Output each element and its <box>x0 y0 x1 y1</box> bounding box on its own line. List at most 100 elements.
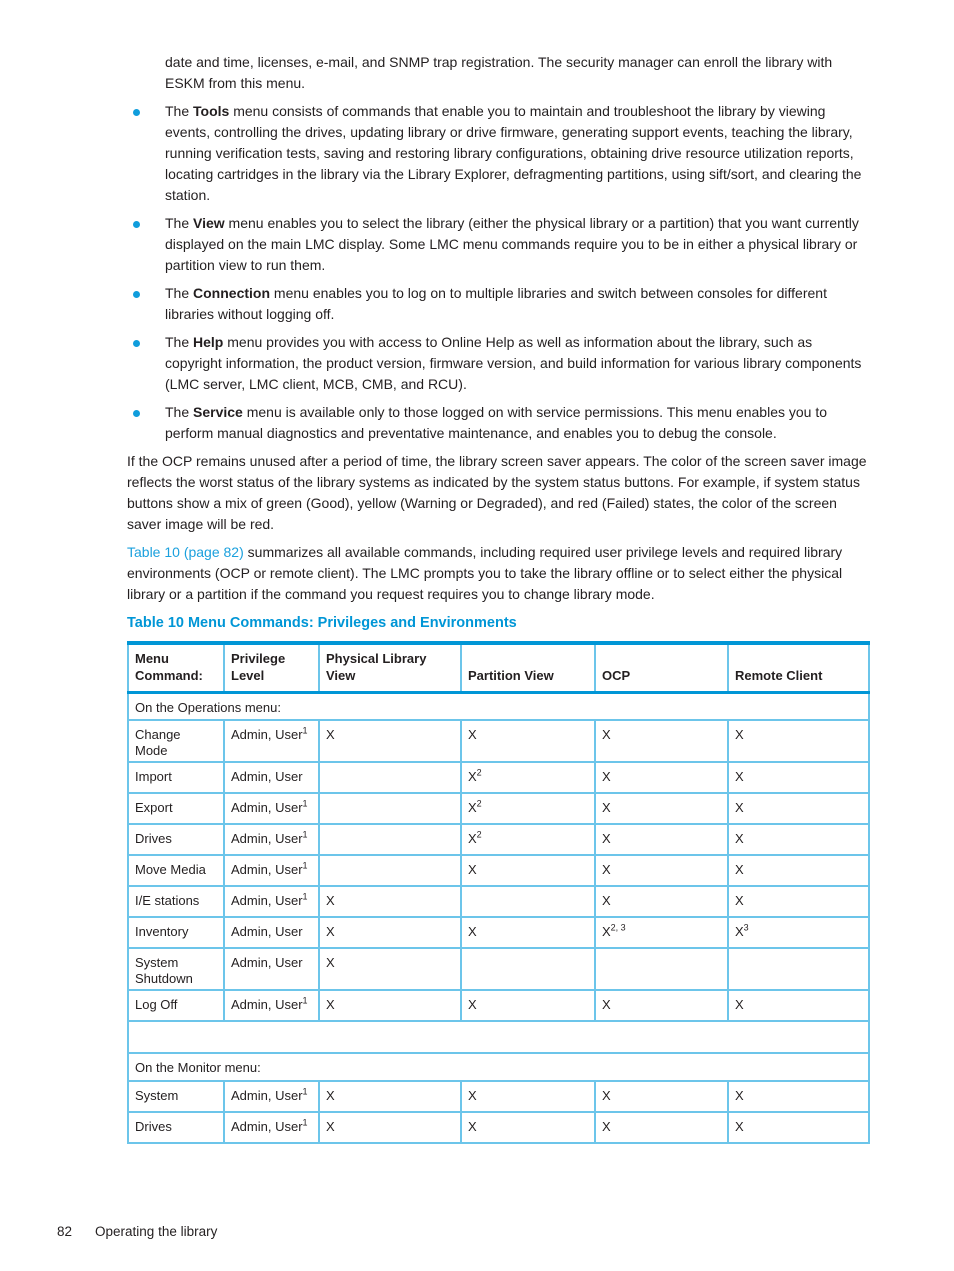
value-cell: X <box>318 885 462 918</box>
cell-text: System <box>135 1088 179 1103</box>
value-cell: X <box>318 989 462 1022</box>
command-cell: Move Media <box>127 854 225 887</box>
cell-text: Admin, User <box>231 831 303 846</box>
cell-text: Export <box>135 800 173 815</box>
cell-text: Admin, User <box>231 924 303 939</box>
table-row-log-off: Log Off Admin, User1 X X X X <box>127 989 870 1022</box>
bullet-item-service: The Service menu is available only to th… <box>127 402 868 444</box>
value-cell: X <box>727 792 870 825</box>
page-footer: 82 Operating the library <box>57 1224 217 1239</box>
value-cell: X <box>727 823 870 856</box>
bullet-item-tools: The Tools menu consists of commands that… <box>127 101 868 206</box>
value-cell: X <box>727 1080 870 1113</box>
menu-name-view: View <box>193 215 225 231</box>
cell-text: X <box>468 862 477 877</box>
command-cell: Import <box>127 761 225 794</box>
cell-text: X <box>735 862 744 877</box>
value-cell: X <box>460 1080 596 1113</box>
bullet-item-view: The View menu enables you to select the … <box>127 213 868 276</box>
cell-text: X <box>735 1119 744 1134</box>
bullet-text: The <box>165 285 194 301</box>
cell-text: Admin, User <box>231 955 303 970</box>
menu-name-tools: Tools <box>193 103 230 119</box>
table-row-inventory: Inventory Admin, User X X X2, 3 X3 <box>127 916 870 949</box>
cell-text: Admin, User <box>231 769 303 784</box>
cell-text: X <box>602 997 611 1012</box>
value-cell: Admin, User1 <box>223 989 320 1022</box>
empty-cell <box>127 1020 870 1054</box>
bullet-text: menu is available only to those logged o… <box>165 404 828 441</box>
page-number: 82 <box>57 1224 73 1239</box>
cell-text: X <box>326 727 335 742</box>
cell-text: X <box>468 1119 477 1134</box>
value-cell <box>727 947 870 991</box>
section-row-on-the-operations-menu: On the Operations menu: <box>127 691 870 721</box>
command-cell: I/E stations <box>127 885 225 918</box>
cell-text: Admin, User <box>231 862 303 877</box>
cell-text: X <box>602 831 611 846</box>
table-row-drives: Drives Admin, User1 X2 X X <box>127 823 870 856</box>
column-header-physical-library-view: Physical Library View <box>318 643 462 694</box>
paragraph-screen-saver: If the OCP remains unused after a period… <box>127 453 867 532</box>
cell-text: X <box>602 893 611 908</box>
cell-text: X <box>326 893 335 908</box>
value-cell: X2 <box>460 823 596 856</box>
section-row-on-the-monitor-menu: On the Monitor menu: <box>127 1052 870 1082</box>
footnote-marker: 1 <box>302 798 308 809</box>
bullet-item-help: The Help menu provides you with access t… <box>127 332 868 395</box>
value-cell: X2 <box>460 792 596 825</box>
footnote-marker: 2 <box>476 829 482 840</box>
cell-text: X <box>468 727 477 742</box>
command-cell: Drives <box>127 823 225 856</box>
value-cell: X <box>727 719 870 763</box>
value-cell <box>318 823 462 856</box>
cell-text: X <box>326 1119 335 1134</box>
value-cell: X <box>460 989 596 1022</box>
table-row-system-shutdown: System Shutdown Admin, User X <box>127 947 870 991</box>
bullet-text: menu enables you to select the library (… <box>165 215 859 273</box>
value-cell: Admin, User1 <box>223 823 320 856</box>
section-label: On the Monitor menu: <box>127 1052 870 1082</box>
cell-text: Import <box>135 769 172 784</box>
table-body: On the Operations menu: Change Mode Admin,… <box>127 691 870 1144</box>
column-header-privilege-level: Privilege Level <box>223 643 320 694</box>
value-cell: X <box>727 989 870 1022</box>
cell-text: X <box>735 893 744 908</box>
cell-text: X <box>326 1088 335 1103</box>
empty-row <box>127 1020 870 1054</box>
value-cell: X <box>594 885 729 918</box>
cell-text: X <box>468 1088 477 1103</box>
cell-text: X <box>468 924 477 939</box>
command-cell: Inventory <box>127 916 225 949</box>
table-row-system: System Admin, User1 X X X X <box>127 1080 870 1113</box>
cell-text: Admin, User <box>231 893 303 908</box>
value-cell: X <box>727 854 870 887</box>
page-content: date and time, licenses, e-mail, and SNM… <box>127 52 870 1144</box>
cell-text: X <box>602 1088 611 1103</box>
value-cell: Admin, User1 <box>223 719 320 763</box>
bullet-text: menu consists of commands that enable yo… <box>165 103 862 203</box>
cell-text: X <box>602 727 611 742</box>
table-row-drives: Drives Admin, User1 X X X X <box>127 1111 870 1144</box>
cell-text: Admin, User <box>231 800 303 815</box>
column-header-remote-client: Remote Client <box>727 643 870 694</box>
value-cell: X3 <box>727 916 870 949</box>
value-cell: X2, 3 <box>594 916 729 949</box>
value-cell: X <box>318 916 462 949</box>
cell-text: X <box>468 769 477 784</box>
value-cell <box>318 854 462 887</box>
cell-text: X <box>602 769 611 784</box>
value-cell: X <box>594 854 729 887</box>
bullet-text: The <box>165 404 194 420</box>
cell-text: X <box>468 800 477 815</box>
table-10-link[interactable]: Table 10 (page 82) <box>127 544 244 560</box>
section-label: On the Operations menu: <box>127 691 870 721</box>
column-header-menu-command: Menu Command: <box>127 643 225 694</box>
cell-text: X <box>735 727 744 742</box>
bullet-text: The <box>165 334 194 350</box>
value-cell: X <box>318 1080 462 1113</box>
value-cell: Admin, User1 <box>223 854 320 887</box>
cell-text: Log Off <box>135 997 178 1012</box>
bullet-text: The <box>165 215 194 231</box>
cell-text: Admin, User <box>231 1119 303 1134</box>
